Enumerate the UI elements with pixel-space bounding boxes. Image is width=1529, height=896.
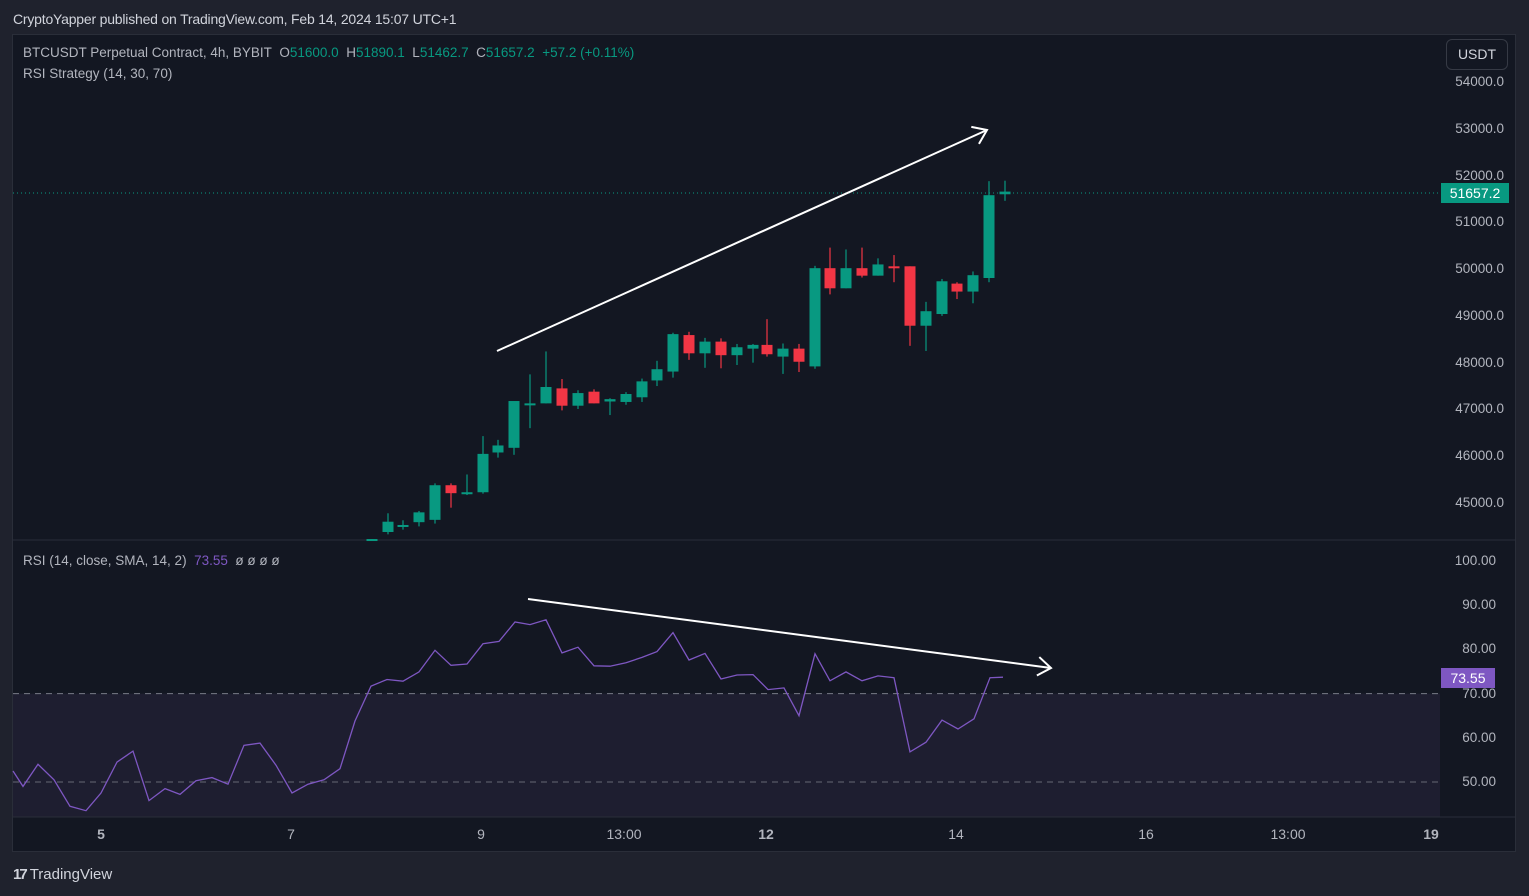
- currency-button[interactable]: USDT: [1446, 39, 1508, 70]
- dividers: [13, 192, 1515, 818]
- price-axis-label: 50000.0: [1455, 261, 1504, 277]
- low-value: 51462.7: [419, 45, 469, 60]
- rsi-title: RSI (14, close, SMA, 14, 2): [23, 553, 187, 568]
- candle: [872, 258, 884, 276]
- time-axis-label: 14: [948, 826, 964, 842]
- candle: [983, 181, 995, 283]
- rsi-axis-label: 80.00: [1462, 641, 1496, 657]
- candle: [824, 247, 836, 295]
- candle: [840, 249, 852, 289]
- candle: [397, 520, 409, 530]
- rsi-downtrend-arrow[interactable]: [527, 598, 1053, 677]
- price-axis-label: 46000.0: [1455, 448, 1504, 464]
- candle: [809, 265, 821, 369]
- low-label: L: [412, 45, 420, 60]
- rsi-axis-label: 50.00: [1462, 774, 1496, 789]
- time-axis-label: 13:00: [1270, 826, 1306, 842]
- candle: [731, 343, 743, 366]
- candle: [477, 436, 489, 494]
- tradingview-logo-text: TradingView: [29, 866, 113, 883]
- candle: [492, 439, 504, 458]
- candle: [920, 301, 932, 351]
- candle: [888, 255, 900, 283]
- rsi-legend[interactable]: RSI (14, close, SMA, 14, 2) 73.55 ø ø ø …: [23, 553, 280, 568]
- candle: [951, 282, 963, 300]
- candle: [413, 510, 425, 527]
- last-price-tag: 51657.2: [1441, 183, 1509, 203]
- candle: [382, 513, 394, 535]
- candle: [461, 474, 473, 496]
- rsi-value: 73.55: [194, 553, 228, 568]
- high-label: H: [346, 45, 356, 60]
- candle: [572, 390, 584, 409]
- open-label: O: [279, 45, 290, 60]
- rsi-axis-label: 90.00: [1462, 597, 1496, 613]
- candle: [604, 398, 616, 416]
- price-axis-label: 49000.0: [1455, 307, 1504, 323]
- publish-line: CryptoYapper published on TradingView.co…: [13, 11, 457, 27]
- time-axis-label: 12: [758, 826, 774, 842]
- rsi-line: [12, 619, 1004, 812]
- candle: [683, 331, 695, 360]
- time-axis-label: 16: [1138, 826, 1154, 842]
- candle: [761, 319, 773, 357]
- candle: [667, 332, 679, 378]
- rsi-na-values: ø ø ø ø: [235, 553, 280, 568]
- change-value: +57.2 (+0.11%): [542, 45, 635, 60]
- close-value: 51657.2: [485, 45, 535, 60]
- candle: [793, 343, 805, 373]
- high-value: 51890.1: [355, 45, 405, 60]
- time-axis-label: 7: [287, 826, 295, 842]
- candle: [508, 401, 520, 455]
- rsi-band: [13, 693, 1440, 817]
- candle: [366, 539, 378, 542]
- time-axis-label: 13:00: [606, 826, 642, 842]
- price-axis-label: 48000.0: [1455, 354, 1504, 370]
- rsi-axis-label: 100.00: [1454, 553, 1496, 568]
- price-axis-label: 53000.0: [1455, 120, 1504, 136]
- price-axis-label: 45000.0: [1455, 495, 1504, 510]
- candle: [429, 483, 441, 524]
- candle: [936, 278, 948, 316]
- open-value: 51600.0: [289, 45, 339, 60]
- candle: [588, 389, 600, 404]
- rsi-axis-label: 70.00: [1462, 685, 1496, 701]
- price-axis-label: 54000.0: [1455, 74, 1504, 89]
- time-axis-label: 19: [1423, 826, 1439, 842]
- candle: [556, 379, 568, 411]
- candle: [651, 360, 663, 387]
- rsi-axis-label: 60.00: [1462, 729, 1496, 745]
- candle: [999, 180, 1011, 201]
- candle: [524, 374, 536, 429]
- rsi-value-tag: 73.55: [1441, 668, 1495, 688]
- price-uptrend-arrow[interactable]: [496, 125, 989, 352]
- candle: [715, 338, 727, 369]
- time-axis-label: 9: [477, 826, 485, 842]
- candle: [445, 483, 457, 508]
- trend-arrows[interactable]: [496, 125, 1053, 677]
- candle: [904, 266, 916, 346]
- price-axis-label: 52000.0: [1455, 167, 1504, 183]
- strategy-legend[interactable]: RSI Strategy (14, 30, 70): [23, 66, 173, 81]
- close-label: C: [476, 45, 486, 60]
- candle: [620, 392, 632, 405]
- candle: [636, 378, 648, 402]
- candlestick-series: [366, 180, 1011, 542]
- candle: [856, 247, 868, 278]
- price-axis-label: 47000.0: [1455, 401, 1504, 417]
- tradingview-logo[interactable]: 17 TradingView: [13, 866, 112, 883]
- symbol-title: BTCUSDT Perpetual Contract, 4h, BYBIT: [23, 45, 272, 60]
- price-axis-label: 51000.0: [1455, 214, 1504, 230]
- tradingview-logo-icon: 17: [13, 866, 28, 883]
- time-axis-label: 5: [97, 826, 105, 842]
- candle: [699, 337, 711, 368]
- candle: [777, 343, 789, 374]
- candle: [540, 351, 552, 404]
- candle: [747, 343, 759, 363]
- symbol-legend: BTCUSDT Perpetual Contract, 4h, BYBIT O5…: [23, 45, 634, 60]
- candle: [967, 271, 979, 304]
